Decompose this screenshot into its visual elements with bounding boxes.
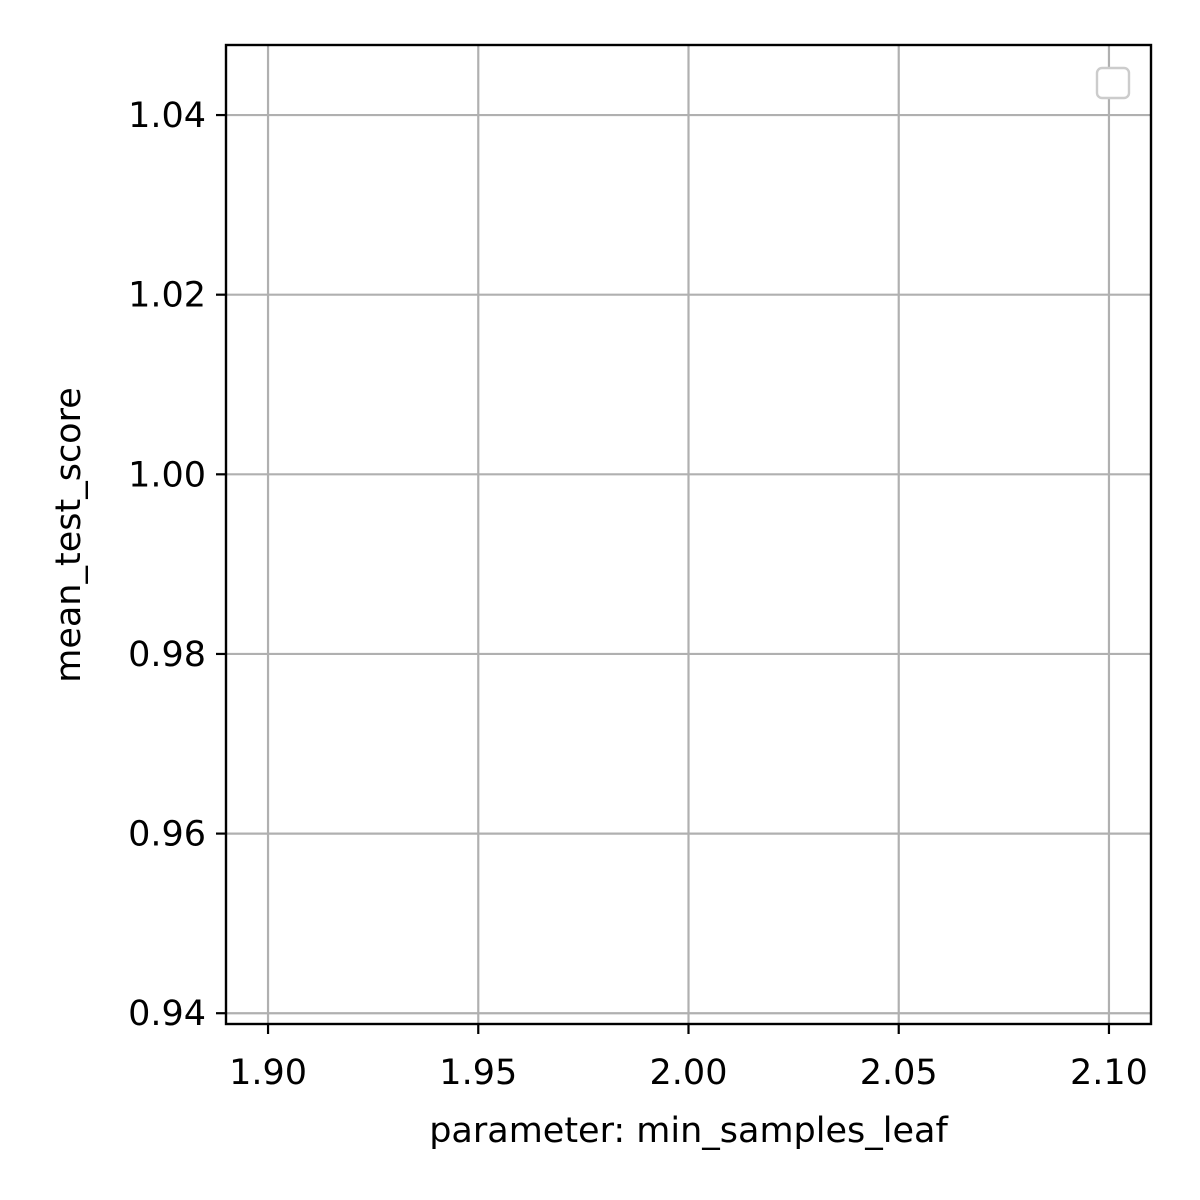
x-tick-label: 1.95 <box>439 1053 517 1093</box>
x-tick-label: 2.10 <box>1070 1053 1148 1093</box>
y-tick-label: 0.94 <box>128 994 206 1034</box>
y-tick-label: 1.00 <box>128 455 206 495</box>
y-tick-label: 1.02 <box>128 276 206 316</box>
x-tick-label: 2.05 <box>860 1053 938 1093</box>
legend-box <box>1095 66 1131 100</box>
y-gridlines <box>226 113 1151 1015</box>
y-tick-label: 1.04 <box>128 96 206 136</box>
x-tick-label: 1.90 <box>229 1053 307 1093</box>
x-gridlines <box>266 45 1111 1024</box>
x-tick-label: 2.00 <box>650 1053 728 1093</box>
y-tick-label: 0.98 <box>128 635 206 675</box>
y-axis-ticks: 0.94 0.96 0.98 1.00 1.02 1.04 <box>128 96 226 1034</box>
y-tick-label: 0.96 <box>128 815 206 855</box>
x-axis-label: parameter: min_samples_leaf <box>429 1111 948 1151</box>
x-axis-ticks: 1.90 1.95 2.00 2.05 2.10 <box>229 1024 1148 1093</box>
y-axis-label: mean_test_score <box>49 387 89 683</box>
